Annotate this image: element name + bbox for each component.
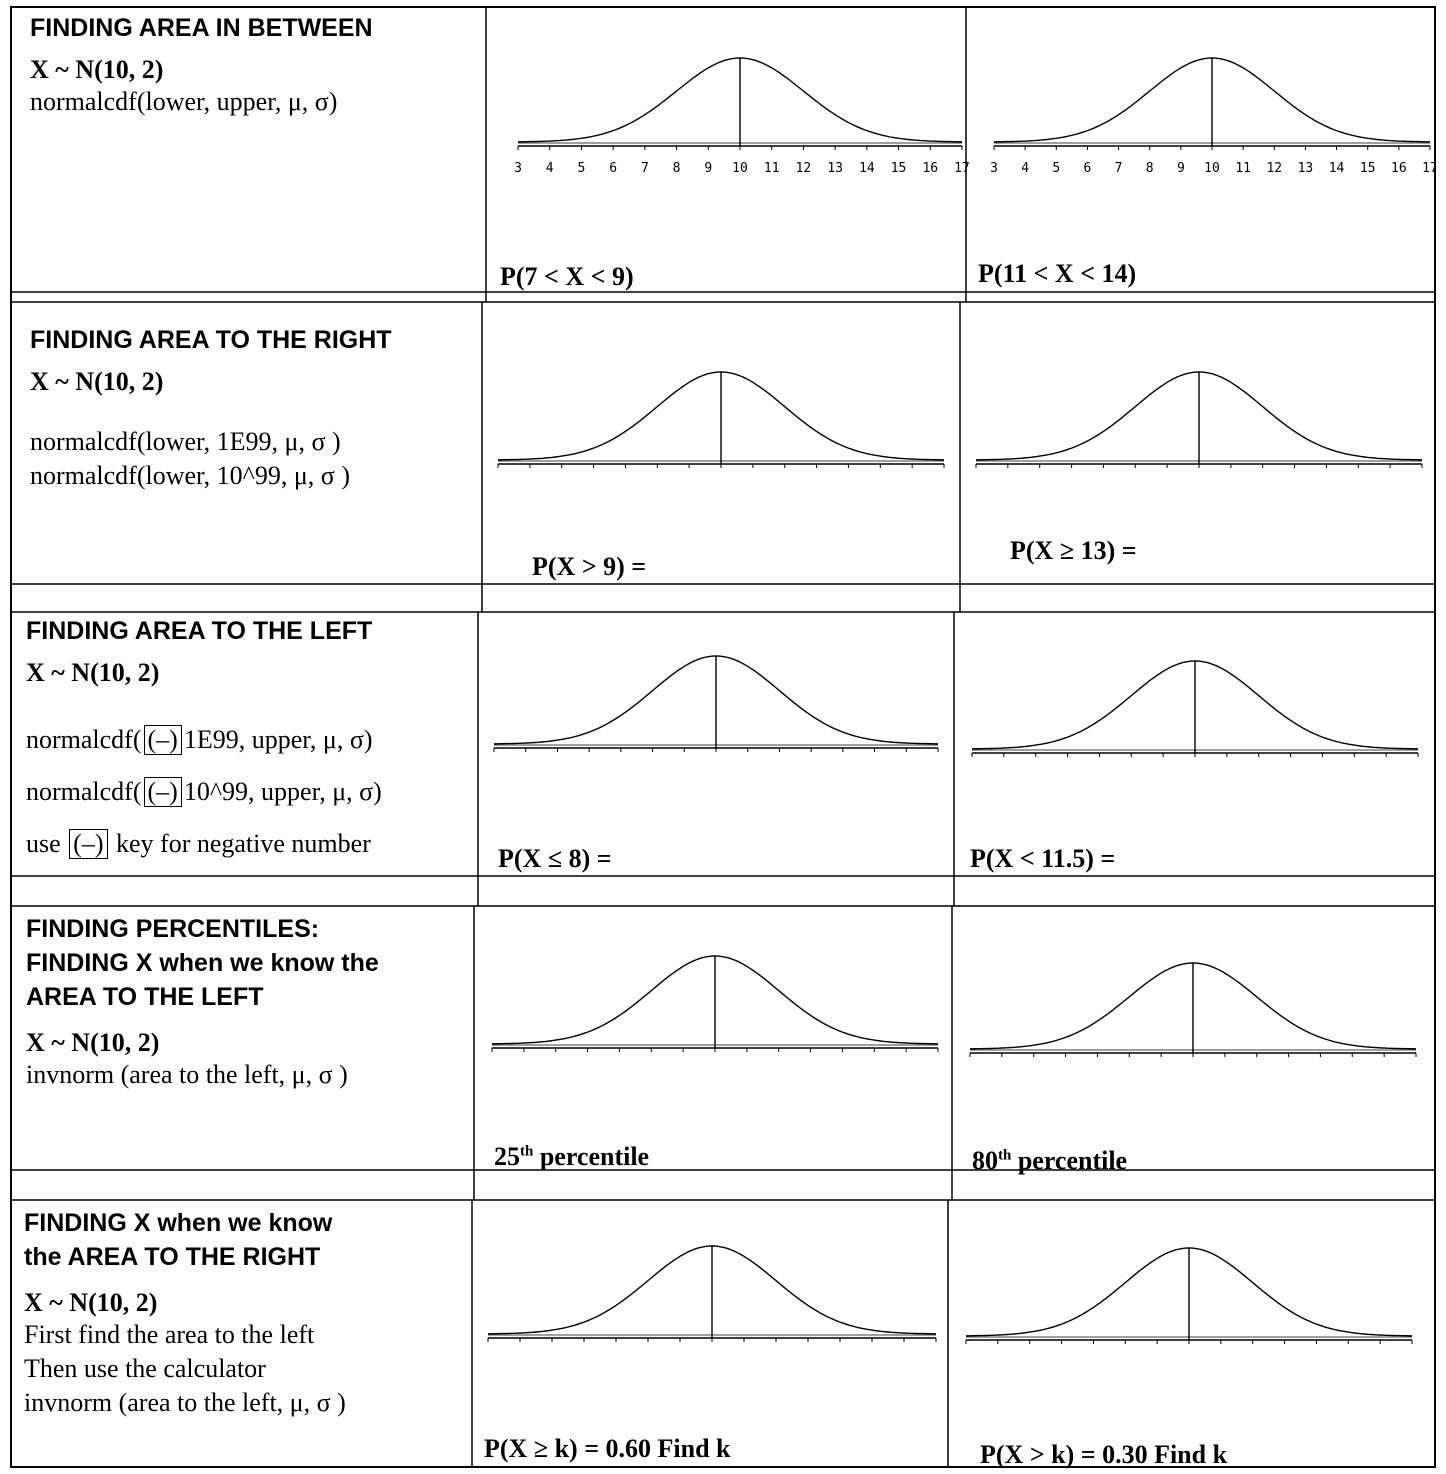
negative-key: (–) (143, 725, 182, 755)
distribution-label: X ~ N(10, 2) (30, 55, 164, 84)
negative-key: (–) (143, 777, 182, 807)
x-tick-label: 11 (764, 161, 780, 176)
distribution-label: X ~ N(10, 2) (30, 367, 164, 396)
x-tick-label: 7 (641, 161, 649, 176)
section-left: FINDING AREA TO THE LEFT X ~ N(10, 2) no… (12, 611, 486, 870)
section-heading: FINDING X when we know the AREA TO THE R… (24, 1209, 333, 1271)
x-tick-label: 7 (1115, 161, 1123, 176)
x-tick-label: 13 (827, 161, 843, 176)
negative-key: (–) (69, 829, 108, 859)
section-heading: FINDING AREA TO THE RIGHT (30, 326, 392, 354)
x-tick-label: 6 (1084, 161, 1092, 176)
section-in-between: FINDING AREA IN BETWEEN X ~ N(10, 2) nor… (12, 8, 480, 119)
prob-label: P(X ≥ k) = 0.60 Find k (484, 1434, 731, 1463)
distribution-label: X ~ N(10, 2) (26, 1028, 160, 1057)
x-tick-label: 11 (1235, 161, 1251, 176)
x-tick-label: 12 (796, 161, 812, 176)
x-tick-label: 16 (1391, 161, 1407, 176)
section-heading: FINDING PERCENTILES: FINDING X when we k… (26, 915, 379, 1011)
x-tick-label: 17 (1422, 161, 1434, 176)
prob-label: P(11 < X < 14) (978, 259, 1137, 288)
x-tick-label: 15 (1360, 161, 1376, 176)
formula-line: invnorm (area to the left, μ, σ ) (24, 1388, 346, 1417)
formula-line: invnorm (area to the left, μ, σ ) (26, 1060, 348, 1089)
key-note: use (–) key for negative number (26, 829, 371, 859)
x-tick-label: 14 (1329, 161, 1345, 176)
prob-label: P(X > 9) = (532, 552, 647, 581)
formula-line: normalcdf((–) 1E99, upper, μ, σ) (26, 725, 373, 755)
x-tick-label: 17 (954, 161, 970, 176)
normal-curve: 3 4 5 6 7 8 9 10 11 12 13 14 15 16 17 3 4 5 6 7 8 9 10 11 12 13 14… (12, 8, 1434, 1466)
section-heading: FINDING AREA TO THE LEFT (26, 617, 373, 645)
x-tick-label: 12 (1266, 161, 1282, 176)
distribution-label: X ~ N(10, 2) (24, 1288, 158, 1317)
section-area-right-x: FINDING X when we know the AREA TO THE R… (12, 1204, 474, 1420)
x-tick-label: 6 (609, 161, 617, 176)
x-tick-label: 10 (1204, 161, 1220, 176)
prob-label: P(X < 11.5) = (970, 844, 1116, 873)
x-tick-label: 15 (891, 161, 907, 176)
distribution-label: X ~ N(10, 2) (26, 658, 160, 687)
x-tick-label: 9 (704, 161, 712, 176)
formula-line: normalcdf((–) 10^99, upper, μ, σ) (26, 777, 382, 807)
prob-label: P(7 < X < 9) (500, 262, 634, 291)
x-tick-label: 9 (1177, 161, 1185, 176)
x-tick-label: 10 (732, 161, 748, 176)
x-tick-label: 8 (1146, 161, 1154, 176)
x-tick-label: 8 (673, 161, 681, 176)
x-tick-label: 16 (922, 161, 938, 176)
formula-line: Then use the calculator (24, 1354, 266, 1383)
x-tick-label: 14 (859, 161, 875, 176)
section-percentiles: FINDING PERCENTILES: FINDING X when we k… (12, 910, 476, 1092)
x-tick-label: 3 (514, 161, 522, 176)
x-tick-label: 4 (1021, 161, 1029, 176)
worksheet-table: FINDING AREA IN BETWEEN X ~ N(10, 2) nor… (10, 6, 1436, 1469)
x-tick-label: 5 (1052, 161, 1060, 176)
prob-label: P(X ≥ 13) = (1010, 536, 1137, 565)
section-heading: FINDING AREA IN BETWEEN (30, 14, 373, 42)
x-tick-label: 13 (1298, 161, 1314, 176)
prob-label: P(X > k) = 0.30 Find k (980, 1440, 1228, 1469)
formula-line: First find the area to the left (24, 1320, 315, 1349)
prob-label: P(X ≤ 8) = (498, 844, 612, 873)
section-right: FINDING AREA TO THE RIGHT X ~ N(10, 2) n… (12, 320, 480, 493)
x-tick-label: 3 (990, 161, 998, 176)
x-tick-label: 5 (578, 161, 586, 176)
formula-line: normalcdf(lower, 1E99, μ, σ ) (30, 427, 341, 456)
formula-line: normalcdf(lower, upper, μ, σ) (30, 87, 338, 116)
x-tick-label: 4 (546, 161, 554, 176)
formula-line: normalcdf(lower, 10^99, μ, σ ) (30, 461, 350, 490)
percentile-label: 25th percentile (494, 1142, 650, 1171)
